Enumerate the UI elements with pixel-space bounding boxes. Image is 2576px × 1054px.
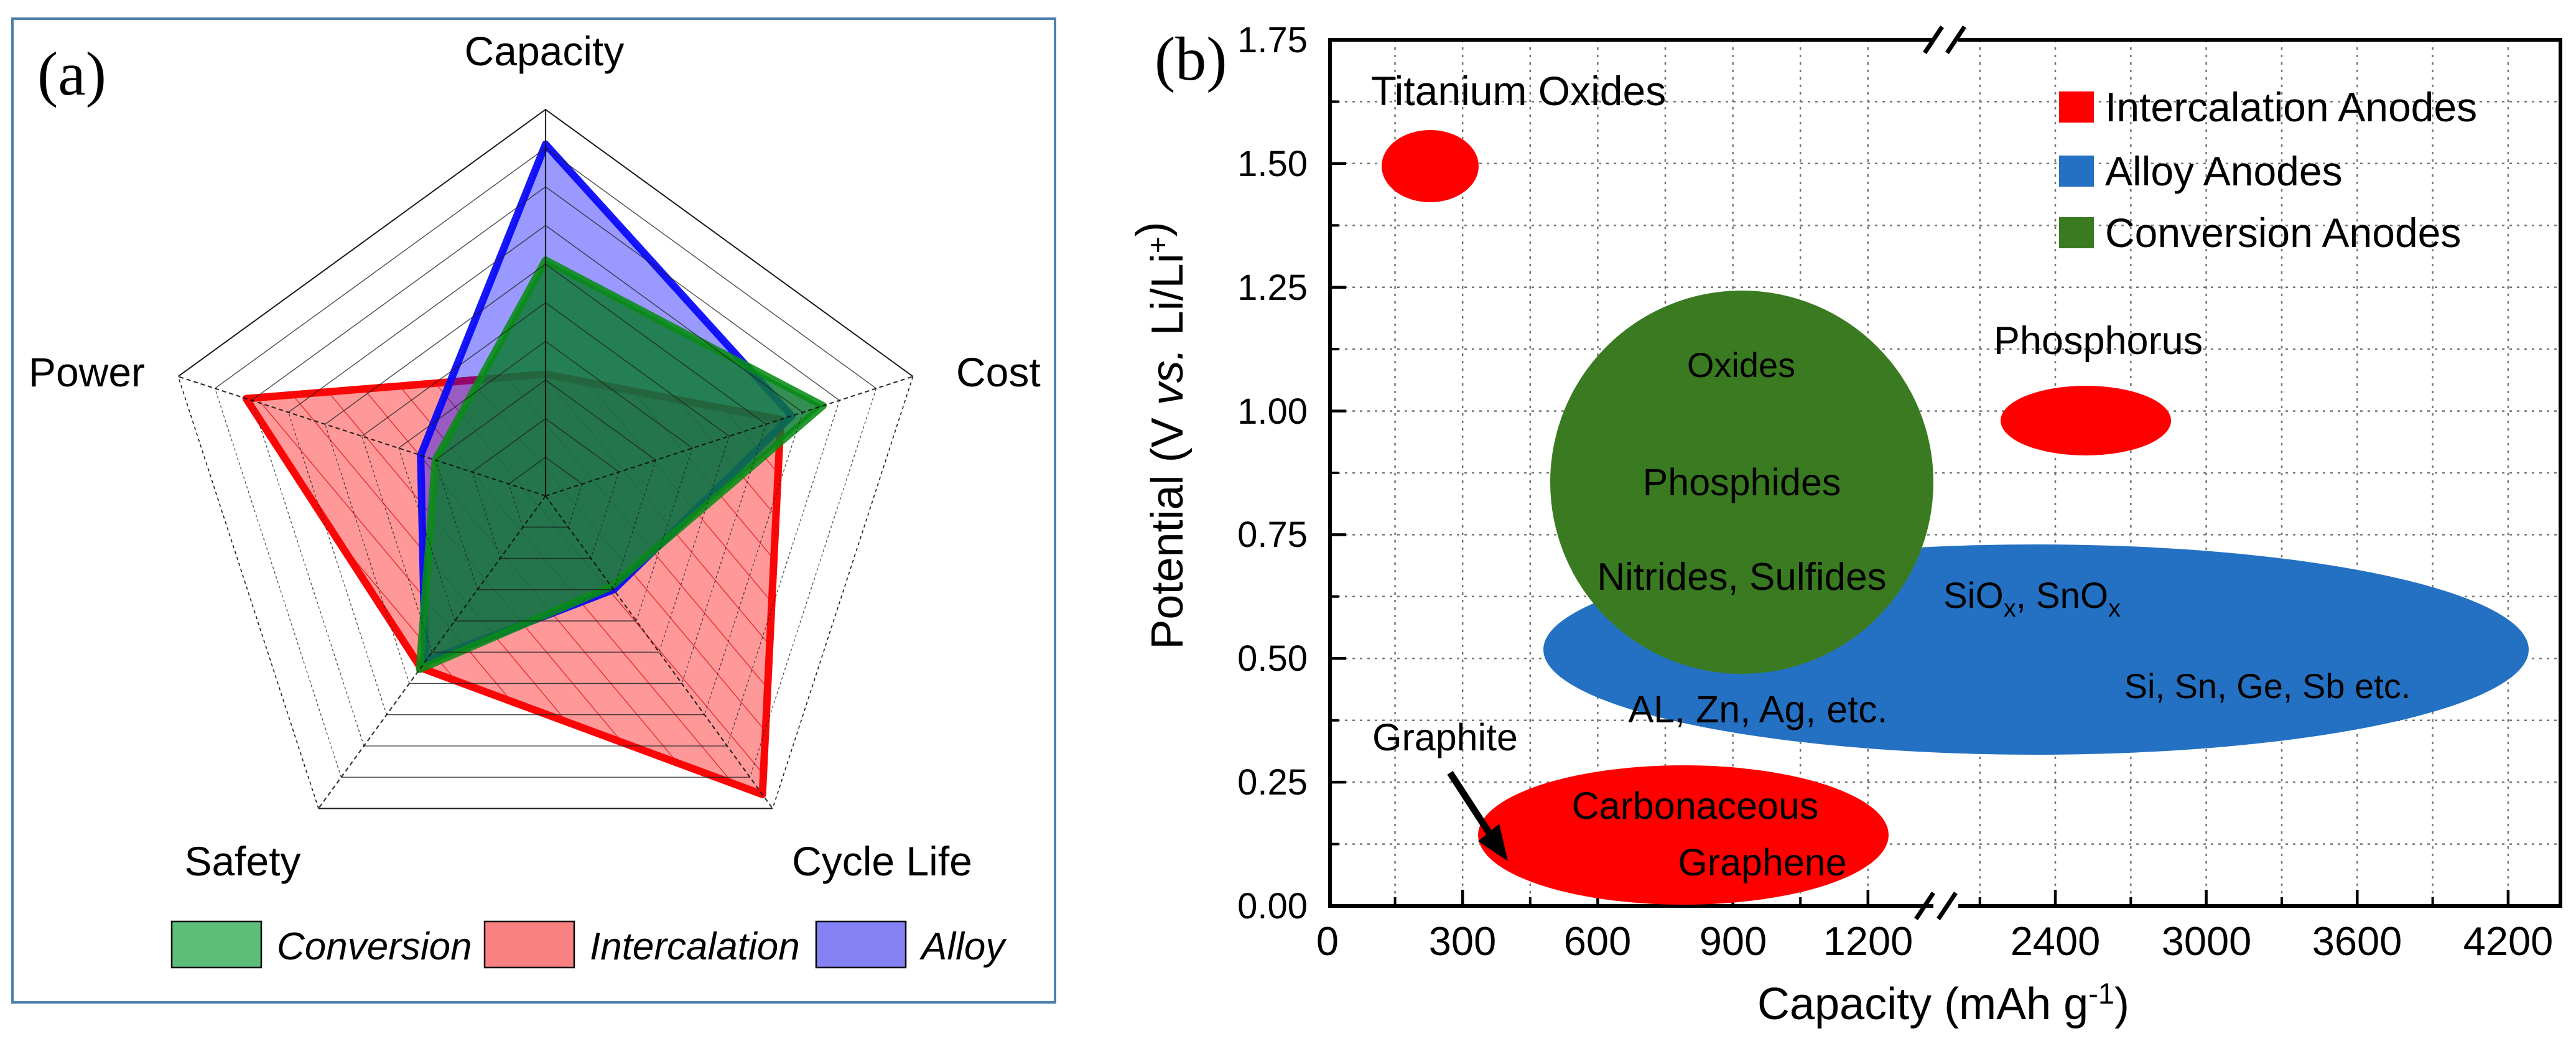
svg-text:(b): (b)	[1155, 24, 1227, 93]
svg-text:1.50: 1.50	[1237, 144, 1308, 184]
svg-text:Phosphorus: Phosphorus	[1994, 319, 2203, 363]
svg-text:Alloy: Alloy	[919, 925, 1007, 968]
svg-text:3600: 3600	[2312, 918, 2402, 964]
svg-text:4200: 4200	[2463, 918, 2554, 964]
svg-text:Titanium Oxides: Titanium Oxides	[1371, 68, 1666, 114]
svg-text:0: 0	[1316, 918, 1339, 964]
svg-text:Safety: Safety	[184, 838, 300, 884]
svg-text:Capacity: Capacity	[465, 28, 625, 74]
svg-text:0.75: 0.75	[1237, 515, 1308, 555]
svg-text:1.75: 1.75	[1237, 20, 1308, 60]
svg-text:0.50: 0.50	[1237, 638, 1308, 679]
svg-text:Intercalation: Intercalation	[590, 925, 800, 968]
svg-text:Graphene: Graphene	[1678, 841, 1846, 884]
svg-text:600: 600	[1564, 918, 1631, 964]
svg-text:Intercalation Anodes: Intercalation Anodes	[2105, 84, 2477, 130]
svg-text:Capacity (mAh g-1): Capacity (mAh g-1)	[1757, 977, 2129, 1029]
svg-text:Alloy Anodes: Alloy Anodes	[2105, 148, 2343, 194]
svg-text:Conversion Anodes: Conversion Anodes	[2105, 210, 2461, 256]
svg-text:Si, Sn, Ge, Sb etc.: Si, Sn, Ge, Sb etc.	[2124, 666, 2411, 706]
svg-text:Oxides: Oxides	[1687, 345, 1795, 385]
svg-text:0.25: 0.25	[1237, 762, 1308, 803]
svg-text:1.00: 1.00	[1237, 391, 1308, 432]
svg-text:2400: 2400	[2011, 918, 2101, 964]
svg-text:SiOx, SnOx: SiOx, SnOx	[1943, 576, 2121, 622]
svg-text:Graphite: Graphite	[1372, 716, 1518, 758]
svg-text:300: 300	[1429, 918, 1496, 964]
svg-text:1.25: 1.25	[1237, 268, 1308, 308]
svg-text:900: 900	[1700, 918, 1767, 964]
svg-text:Cycle Life: Cycle Life	[792, 838, 972, 884]
svg-text:Power: Power	[29, 349, 145, 395]
svg-text:Nitrides, Sulfides: Nitrides, Sulfides	[1597, 556, 1886, 599]
svg-text:Carbonaceous: Carbonaceous	[1572, 785, 1819, 827]
svg-text:Cost: Cost	[956, 349, 1041, 395]
svg-text:1200: 1200	[1823, 918, 1913, 964]
svg-text:3000: 3000	[2162, 918, 2252, 964]
svg-text:Phosphides: Phosphides	[1643, 461, 1841, 503]
svg-text:0.00: 0.00	[1237, 886, 1308, 926]
svg-text:Conversion: Conversion	[277, 925, 472, 968]
svg-text:AL, Zn, Ag, etc.: AL, Zn, Ag, etc.	[1628, 688, 1887, 730]
svg-text:(a): (a)	[37, 39, 106, 108]
